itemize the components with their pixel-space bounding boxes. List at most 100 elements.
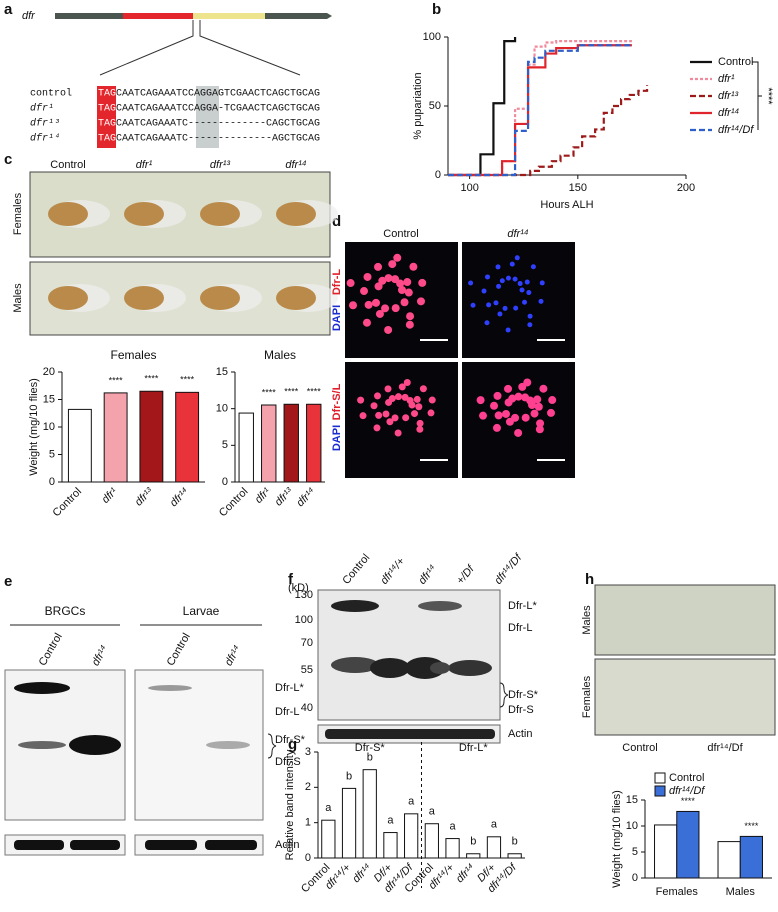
series-line	[448, 44, 632, 177]
lane-label: dfr¹⁴/+	[378, 555, 407, 587]
genotype-label: dfr¹⁴	[30, 133, 60, 145]
significance: ****	[180, 375, 195, 385]
significance: ****	[284, 387, 299, 397]
nucleus	[479, 411, 488, 420]
y-tick-label: 100	[423, 31, 441, 43]
nucleus	[394, 429, 402, 437]
stop-codon: TAG	[98, 89, 116, 100]
brace	[267, 733, 277, 759]
bar	[404, 813, 419, 859]
stop-codon: TAG	[98, 134, 116, 145]
series-line	[448, 40, 632, 177]
nucleus	[391, 275, 400, 284]
nucleus	[492, 423, 501, 432]
nucleus	[364, 300, 373, 309]
legend-swatch	[654, 772, 666, 784]
lane-label: dfr¹⁴	[416, 563, 439, 587]
x-axis-label: Hours ALH	[540, 199, 593, 211]
stop-codon: TAG	[98, 119, 116, 130]
nucleus	[391, 414, 399, 422]
nucleus	[409, 262, 418, 271]
lane-label: Control	[165, 631, 193, 668]
nucleus	[362, 318, 371, 327]
nucleus	[502, 305, 508, 311]
nucleus	[521, 393, 530, 402]
nucleus	[374, 392, 382, 400]
nucleus	[371, 298, 380, 307]
x-tick-label: Females	[656, 886, 699, 898]
panel-label: g	[288, 736, 297, 753]
significance: ****	[262, 387, 277, 397]
fly-body	[276, 202, 316, 226]
column-label: dfr¹⁴	[507, 228, 529, 240]
nucleus	[505, 417, 514, 426]
y-tick-label: 15	[626, 794, 638, 806]
nucleus	[514, 428, 523, 437]
nucleus	[490, 401, 499, 410]
bar	[321, 819, 336, 859]
nucleus	[527, 322, 533, 328]
genotype-label: dfr¹³	[30, 118, 60, 130]
legend-swatch	[654, 785, 666, 797]
band-label: Dfr-S	[275, 756, 301, 768]
nucleus	[427, 409, 435, 417]
nucleus	[538, 298, 544, 304]
series-line	[448, 37, 517, 177]
nucleus	[514, 255, 520, 261]
nucleus	[411, 410, 419, 418]
nucleus	[381, 304, 390, 313]
nucleus	[504, 398, 513, 407]
nucleus	[504, 384, 513, 393]
bar	[445, 838, 460, 859]
nucleus	[519, 287, 525, 293]
legend-label: dfr¹⁴	[718, 107, 740, 119]
legend-label: Control	[718, 56, 753, 68]
nucleus	[546, 408, 555, 417]
panel-label: f	[288, 571, 294, 588]
y-axis-label: Weight (mg/10 flies)	[28, 378, 40, 476]
x-tick-label: Control	[50, 486, 84, 520]
nucleus	[384, 385, 392, 393]
nucleus	[404, 288, 413, 297]
panel-label: b	[432, 1, 441, 18]
nucleus	[476, 396, 485, 405]
marker-label: 100	[295, 614, 313, 626]
nucleus	[373, 424, 381, 432]
band-label: Dfr-L*	[275, 682, 304, 694]
y-tick-label: 20	[43, 366, 55, 378]
nucleus	[495, 264, 501, 270]
lane-label: Control	[340, 552, 372, 587]
y-tick-label: 1	[305, 817, 311, 829]
y-axis-label: Weight (mg/10 flies)	[611, 790, 623, 888]
x-tick-label: dfr¹⁴	[294, 486, 318, 510]
x-tick-label: dfr¹⁴	[168, 486, 192, 510]
bar	[717, 841, 741, 879]
row-label: Females	[581, 675, 593, 718]
sequence: CAATCAGAAATCCAGGA-TCGAACTCAGCTGCAG	[116, 104, 320, 115]
band-label: Actin	[275, 839, 299, 851]
nucleus	[401, 393, 409, 401]
nucleus	[359, 412, 367, 420]
nucleus	[505, 327, 511, 333]
brace	[499, 682, 509, 708]
nucleus	[363, 272, 372, 281]
bar	[67, 408, 92, 483]
bar	[306, 403, 322, 483]
nucleus	[384, 274, 393, 283]
bar	[238, 412, 254, 483]
micrograph	[462, 362, 575, 478]
y-tick-label: 0	[49, 476, 55, 488]
nucleus	[388, 260, 397, 269]
y-tick-label: 0	[632, 872, 638, 884]
y-axis-label: % pupariation	[412, 72, 424, 139]
photo	[594, 584, 776, 656]
nucleus	[346, 279, 355, 288]
nucleus	[535, 425, 544, 434]
nucleus	[485, 274, 491, 280]
nucleus	[393, 253, 402, 262]
row-label: Dfr-L	[331, 269, 343, 296]
nucleus	[386, 418, 394, 426]
nucleus	[514, 392, 523, 401]
fly-body	[200, 286, 240, 310]
unit-label: (kD)	[288, 582, 309, 594]
